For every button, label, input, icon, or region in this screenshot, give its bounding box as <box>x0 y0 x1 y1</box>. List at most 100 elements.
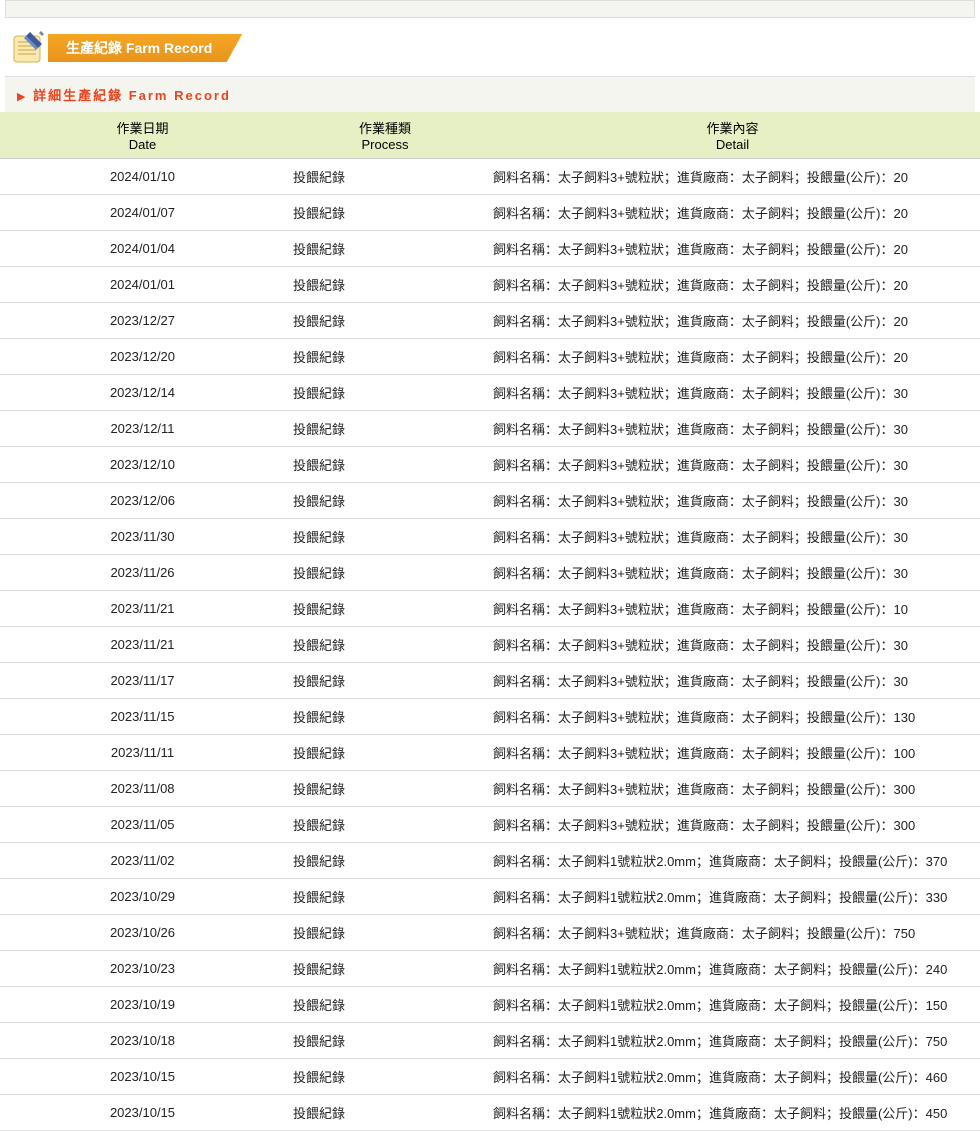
banner: 生產紀錄 Farm Record <box>0 26 980 66</box>
cell-date: 2023/11/26 <box>0 555 285 591</box>
cell-detail: 飼料名稱：太子飼料3+號粒狀；進貨廠商：太子飼料；投餵量(公斤)：300 <box>485 771 980 807</box>
cell-detail: 飼料名稱：太子飼料3+號粒狀；進貨廠商：太子飼料；投餵量(公斤)：300 <box>485 807 980 843</box>
cell-detail: 飼料名稱：太子飼料1號粒狀2.0mm；進貨廠商：太子飼料；投餵量(公斤)：240 <box>485 951 980 987</box>
cell-detail: 飼料名稱：太子飼料3+號粒狀；進貨廠商：太子飼料；投餵量(公斤)：100 <box>485 735 980 771</box>
cell-detail: 飼料名稱：太子飼料3+號粒狀；進貨廠商：太子飼料；投餵量(公斤)：30 <box>485 447 980 483</box>
cell-date: 2023/11/08 <box>0 771 285 807</box>
table-row: 2023/10/15投餵紀錄飼料名稱：太子飼料1號粒狀2.0mm；進貨廠商：太子… <box>0 1095 980 1131</box>
cell-detail: 飼料名稱：太子飼料1號粒狀2.0mm；進貨廠商：太子飼料；投餵量(公斤)：460 <box>485 1059 980 1095</box>
table-row: 2023/12/10投餵紀錄飼料名稱：太子飼料3+號粒狀；進貨廠商：太子飼料；投… <box>0 447 980 483</box>
cell-date: 2023/10/15 <box>0 1059 285 1095</box>
col-header-detail: 作業內容 Detail <box>485 112 980 159</box>
table-row: 2023/11/02投餵紀錄飼料名稱：太子飼料1號粒狀2.0mm；進貨廠商：太子… <box>0 843 980 879</box>
cell-date: 2023/10/26 <box>0 915 285 951</box>
cell-process: 投餵紀錄 <box>285 375 485 411</box>
cell-process: 投餵紀錄 <box>285 627 485 663</box>
table-row: 2023/11/15投餵紀錄飼料名稱：太子飼料3+號粒狀；進貨廠商：太子飼料；投… <box>0 699 980 735</box>
cell-detail: 飼料名稱：太子飼料3+號粒狀；進貨廠商：太子飼料；投餵量(公斤)：20 <box>485 195 980 231</box>
table-row: 2023/11/05投餵紀錄飼料名稱：太子飼料3+號粒狀；進貨廠商：太子飼料；投… <box>0 807 980 843</box>
cell-detail: 飼料名稱：太子飼料3+號粒狀；進貨廠商：太子飼料；投餵量(公斤)：30 <box>485 627 980 663</box>
section-title: 詳細生產紀錄 Farm Record <box>33 88 231 103</box>
cell-detail: 飼料名稱：太子飼料3+號粒狀；進貨廠商：太子飼料；投餵量(公斤)：30 <box>485 519 980 555</box>
cell-date: 2023/12/20 <box>0 339 285 375</box>
cell-detail: 飼料名稱：太子飼料1號粒狀2.0mm；進貨廠商：太子飼料；投餵量(公斤)：450 <box>485 1095 980 1131</box>
col-header-process: 作業種類 Process <box>285 112 485 159</box>
cell-date: 2023/11/11 <box>0 735 285 771</box>
arrow-icon: ▶ <box>17 91 25 103</box>
cell-detail: 飼料名稱：太子飼料3+號粒狀；進貨廠商：太子飼料；投餵量(公斤)：30 <box>485 555 980 591</box>
cell-process: 投餵紀錄 <box>285 879 485 915</box>
cell-date: 2024/01/07 <box>0 195 285 231</box>
cell-date: 2023/11/05 <box>0 807 285 843</box>
cell-date: 2023/12/10 <box>0 447 285 483</box>
cell-process: 投餵紀錄 <box>285 447 485 483</box>
table-row: 2023/11/21投餵紀錄飼料名稱：太子飼料3+號粒狀；進貨廠商：太子飼料；投… <box>0 627 980 663</box>
cell-date: 2023/10/15 <box>0 1095 285 1131</box>
cell-date: 2023/12/06 <box>0 483 285 519</box>
cell-detail: 飼料名稱：太子飼料1號粒狀2.0mm；進貨廠商：太子飼料；投餵量(公斤)：750 <box>485 1023 980 1059</box>
cell-process: 投餵紀錄 <box>285 1095 485 1131</box>
col-header-process-zh: 作業種類 <box>289 118 481 137</box>
table-row: 2024/01/10投餵紀錄飼料名稱：太子飼料3+號粒狀；進貨廠商：太子飼料；投… <box>0 159 980 195</box>
cell-date: 2023/11/15 <box>0 699 285 735</box>
cell-process: 投餵紀錄 <box>285 1059 485 1095</box>
table-header-row: 作業日期 Date 作業種類 Process 作業內容 Detail <box>0 112 980 159</box>
cell-detail: 飼料名稱：太子飼料3+號粒狀；進貨廠商：太子飼料；投餵量(公斤)：20 <box>485 231 980 267</box>
cell-process: 投餵紀錄 <box>285 591 485 627</box>
top-empty-bar <box>5 0 975 18</box>
cell-date: 2024/01/01 <box>0 267 285 303</box>
section-header: ▶ 詳細生產紀錄 Farm Record <box>5 76 975 112</box>
cell-detail: 飼料名稱：太子飼料3+號粒狀；進貨廠商：太子飼料；投餵量(公斤)：30 <box>485 375 980 411</box>
cell-date: 2023/10/19 <box>0 987 285 1023</box>
table-row: 2023/11/17投餵紀錄飼料名稱：太子飼料3+號粒狀；進貨廠商：太子飼料；投… <box>0 663 980 699</box>
table-row: 2023/11/11投餵紀錄飼料名稱：太子飼料3+號粒狀；進貨廠商：太子飼料；投… <box>0 735 980 771</box>
cell-date: 2023/12/11 <box>0 411 285 447</box>
cell-detail: 飼料名稱：太子飼料3+號粒狀；進貨廠商：太子飼料；投餵量(公斤)：30 <box>485 483 980 519</box>
cell-process: 投餵紀錄 <box>285 843 485 879</box>
cell-process: 投餵紀錄 <box>285 951 485 987</box>
cell-process: 投餵紀錄 <box>285 771 485 807</box>
cell-process: 投餵紀錄 <box>285 1023 485 1059</box>
cell-detail: 飼料名稱：太子飼料3+號粒狀；進貨廠商：太子飼料；投餵量(公斤)：20 <box>485 159 980 195</box>
table-row: 2023/11/21投餵紀錄飼料名稱：太子飼料3+號粒狀；進貨廠商：太子飼料；投… <box>0 591 980 627</box>
table-row: 2023/11/08投餵紀錄飼料名稱：太子飼料3+號粒狀；進貨廠商：太子飼料；投… <box>0 771 980 807</box>
cell-process: 投餵紀錄 <box>285 735 485 771</box>
cell-detail: 飼料名稱：太子飼料1號粒狀2.0mm；進貨廠商：太子飼料；投餵量(公斤)：150 <box>485 987 980 1023</box>
cell-process: 投餵紀錄 <box>285 483 485 519</box>
table-row: 2023/11/26投餵紀錄飼料名稱：太子飼料3+號粒狀；進貨廠商：太子飼料；投… <box>0 555 980 591</box>
cell-date: 2024/01/10 <box>0 159 285 195</box>
cell-process: 投餵紀錄 <box>285 807 485 843</box>
cell-detail: 飼料名稱：太子飼料3+號粒狀；進貨廠商：太子飼料；投餵量(公斤)：750 <box>485 915 980 951</box>
table-row: 2023/10/26投餵紀錄飼料名稱：太子飼料3+號粒狀；進貨廠商：太子飼料；投… <box>0 915 980 951</box>
cell-date: 2023/10/23 <box>0 951 285 987</box>
cell-detail: 飼料名稱：太子飼料3+號粒狀；進貨廠商：太子飼料；投餵量(公斤)：130 <box>485 699 980 735</box>
cell-process: 投餵紀錄 <box>285 411 485 447</box>
cell-process: 投餵紀錄 <box>285 195 485 231</box>
col-header-process-en: Process <box>289 137 481 152</box>
table-row: 2023/10/23投餵紀錄飼料名稱：太子飼料1號粒狀2.0mm；進貨廠商：太子… <box>0 951 980 987</box>
cell-process: 投餵紀錄 <box>285 231 485 267</box>
farm-record-table-wrap: 作業日期 Date 作業種類 Process 作業內容 Detail 2024/… <box>0 112 980 1131</box>
cell-date: 2023/10/29 <box>0 879 285 915</box>
table-row: 2023/10/29投餵紀錄飼料名稱：太子飼料1號粒狀2.0mm；進貨廠商：太子… <box>0 879 980 915</box>
table-row: 2023/12/27投餵紀錄飼料名稱：太子飼料3+號粒狀；進貨廠商：太子飼料；投… <box>0 303 980 339</box>
table-row: 2023/12/20投餵紀錄飼料名稱：太子飼料3+號粒狀；進貨廠商：太子飼料；投… <box>0 339 980 375</box>
col-header-date: 作業日期 Date <box>0 112 285 159</box>
table-row: 2023/10/19投餵紀錄飼料名稱：太子飼料1號粒狀2.0mm；進貨廠商：太子… <box>0 987 980 1023</box>
cell-process: 投餵紀錄 <box>285 987 485 1023</box>
table-row: 2023/10/15投餵紀錄飼料名稱：太子飼料1號粒狀2.0mm；進貨廠商：太子… <box>0 1059 980 1095</box>
cell-detail: 飼料名稱：太子飼料3+號粒狀；進貨廠商：太子飼料；投餵量(公斤)：30 <box>485 663 980 699</box>
cell-process: 投餵紀錄 <box>285 267 485 303</box>
table-row: 2024/01/01投餵紀錄飼料名稱：太子飼料3+號粒狀；進貨廠商：太子飼料；投… <box>0 267 980 303</box>
cell-detail: 飼料名稱：太子飼料3+號粒狀；進貨廠商：太子飼料；投餵量(公斤)：10 <box>485 591 980 627</box>
cell-process: 投餵紀錄 <box>285 519 485 555</box>
cell-process: 投餵紀錄 <box>285 159 485 195</box>
col-header-date-zh: 作業日期 <box>4 118 281 137</box>
cell-detail: 飼料名稱：太子飼料3+號粒狀；進貨廠商：太子飼料；投餵量(公斤)：30 <box>485 411 980 447</box>
cell-detail: 飼料名稱：太子飼料3+號粒狀；進貨廠商：太子飼料；投餵量(公斤)：20 <box>485 267 980 303</box>
table-row: 2024/01/04投餵紀錄飼料名稱：太子飼料3+號粒狀；進貨廠商：太子飼料；投… <box>0 231 980 267</box>
cell-process: 投餵紀錄 <box>285 339 485 375</box>
table-row: 2023/12/06投餵紀錄飼料名稱：太子飼料3+號粒狀；進貨廠商：太子飼料；投… <box>0 483 980 519</box>
cell-date: 2024/01/04 <box>0 231 285 267</box>
table-row: 2024/01/07投餵紀錄飼料名稱：太子飼料3+號粒狀；進貨廠商：太子飼料；投… <box>0 195 980 231</box>
